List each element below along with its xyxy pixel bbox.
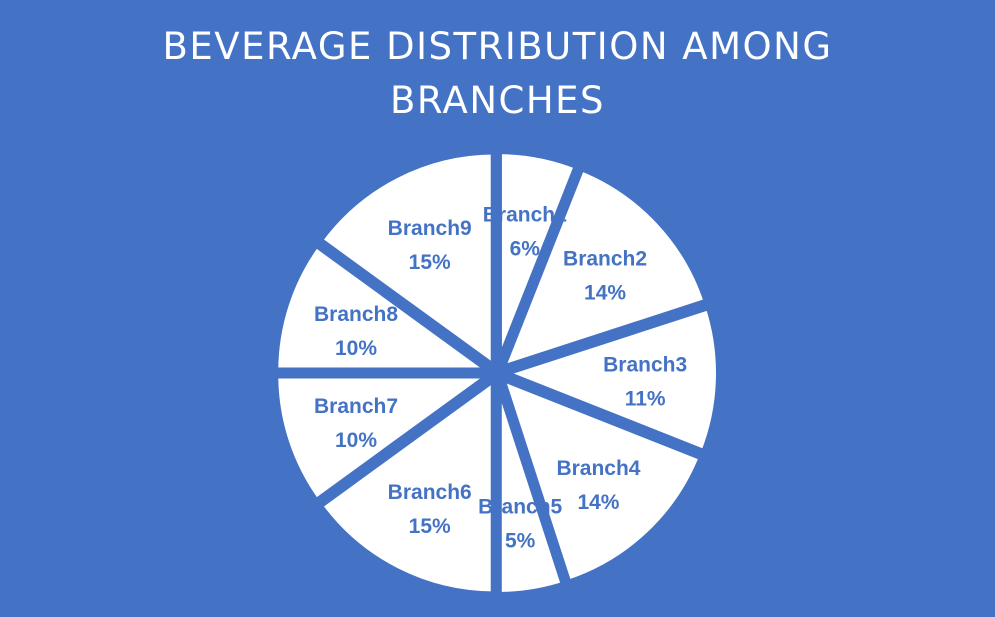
slice-percent-branch5: 5% <box>505 529 536 552</box>
pie-slice-branch7 <box>270 370 505 509</box>
slice-label-branch9: Branch9 <box>388 217 472 240</box>
chart-title-line-1: BEVERAGE DISTRIBUTION AMONG <box>162 25 833 68</box>
pie-labels: Branch1 6% Branch2 14% Branch3 11% Branch4 14% B… <box>314 203 687 552</box>
slice-label-branch8: Branch8 <box>314 303 398 326</box>
slice-label-branch4: Branch4 <box>556 457 640 480</box>
slice-label-branch3: Branch3 <box>603 354 687 377</box>
slice-percent-branch7: 10% <box>335 429 377 452</box>
slice-percent-branch3: 11% <box>625 388 666 411</box>
slice-percent-branch4: 14% <box>577 491 619 514</box>
pie-slice-branch3 <box>490 300 724 459</box>
pie-slice-branch6 <box>312 369 499 600</box>
slice-label-branch2: Branch2 <box>563 248 647 271</box>
slice-percent-branch8: 10% <box>335 337 377 360</box>
slice-label-branch5: Branch5 <box>478 495 562 518</box>
chart-title: BEVERAGE DISTRIBUTION AMONG BRANCHES <box>0 20 995 128</box>
pie-slice-branch8 <box>270 237 505 376</box>
slice-label-branch7: Branch7 <box>314 395 398 418</box>
slice-percent-branch9: 15% <box>409 251 451 274</box>
chart-title-line-2: BRANCHES <box>389 79 606 122</box>
pie-slices <box>270 146 724 600</box>
slice-label-branch1: Branch1 <box>483 203 567 226</box>
pie-slice-branch9 <box>312 146 499 377</box>
slice-percent-branch6: 15% <box>409 515 451 538</box>
slice-label-branch6: Branch6 <box>388 481 472 504</box>
slice-percent-branch2: 14% <box>584 282 626 305</box>
slice-percent-branch1: 6% <box>510 237 541 260</box>
